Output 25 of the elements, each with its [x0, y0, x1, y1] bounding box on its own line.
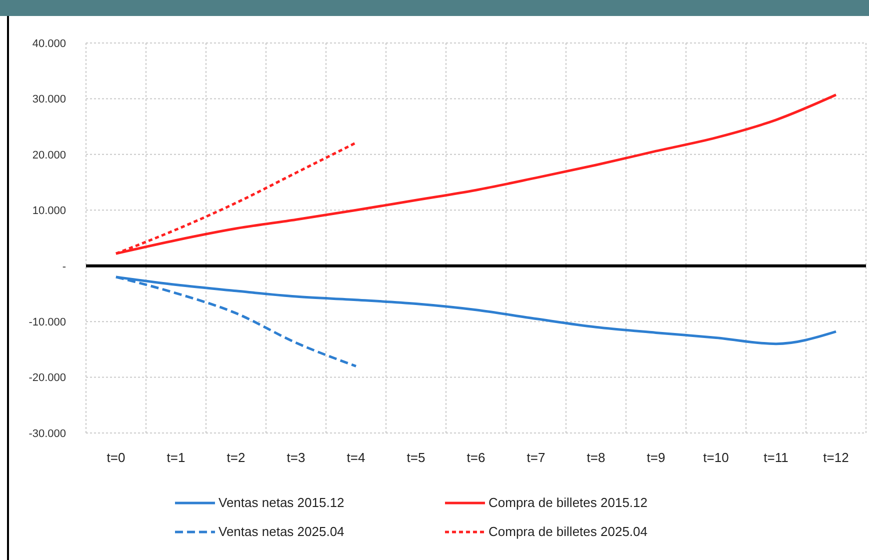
y-tick-label: 20.000 [32, 149, 66, 162]
x-tick-label: t=8 [586, 450, 606, 466]
y-tick-label: 10.000 [32, 205, 66, 218]
x-tick-label: t=0 [106, 450, 126, 466]
y-tick-label: - [62, 260, 66, 273]
y-tick-label: 40.000 [32, 38, 66, 50]
x-tick-label: t=12 [823, 450, 849, 466]
x-tick-label: t=9 [646, 450, 666, 466]
x-tick-label: t=4 [346, 450, 366, 466]
x-tick-label: t=1 [166, 450, 186, 466]
y-tick-label: -10.000 [28, 316, 66, 328]
legend-label: Compra de billetes 2025.04 [488, 524, 648, 539]
y-tick-label: -30.000 [28, 428, 66, 440]
x-tick-label: t=5 [406, 450, 426, 466]
legend-label: Ventas netas 2025.04 [218, 524, 344, 539]
x-tick-label: t=2 [226, 450, 246, 466]
legend-label: Ventas netas 2015.12 [218, 495, 344, 510]
x-tick-label: t=10 [703, 450, 729, 466]
x-tick-label: t=7 [526, 450, 546, 466]
y-tick-label: 30.000 [32, 94, 66, 106]
y-tick-label: -20.000 [28, 372, 66, 384]
x-tick-label: t=6 [466, 450, 486, 466]
x-tick-label: t=3 [286, 450, 306, 466]
x-tick-label: t=11 [764, 450, 788, 466]
legend-label: Compra de billetes 2015.12 [488, 495, 648, 510]
